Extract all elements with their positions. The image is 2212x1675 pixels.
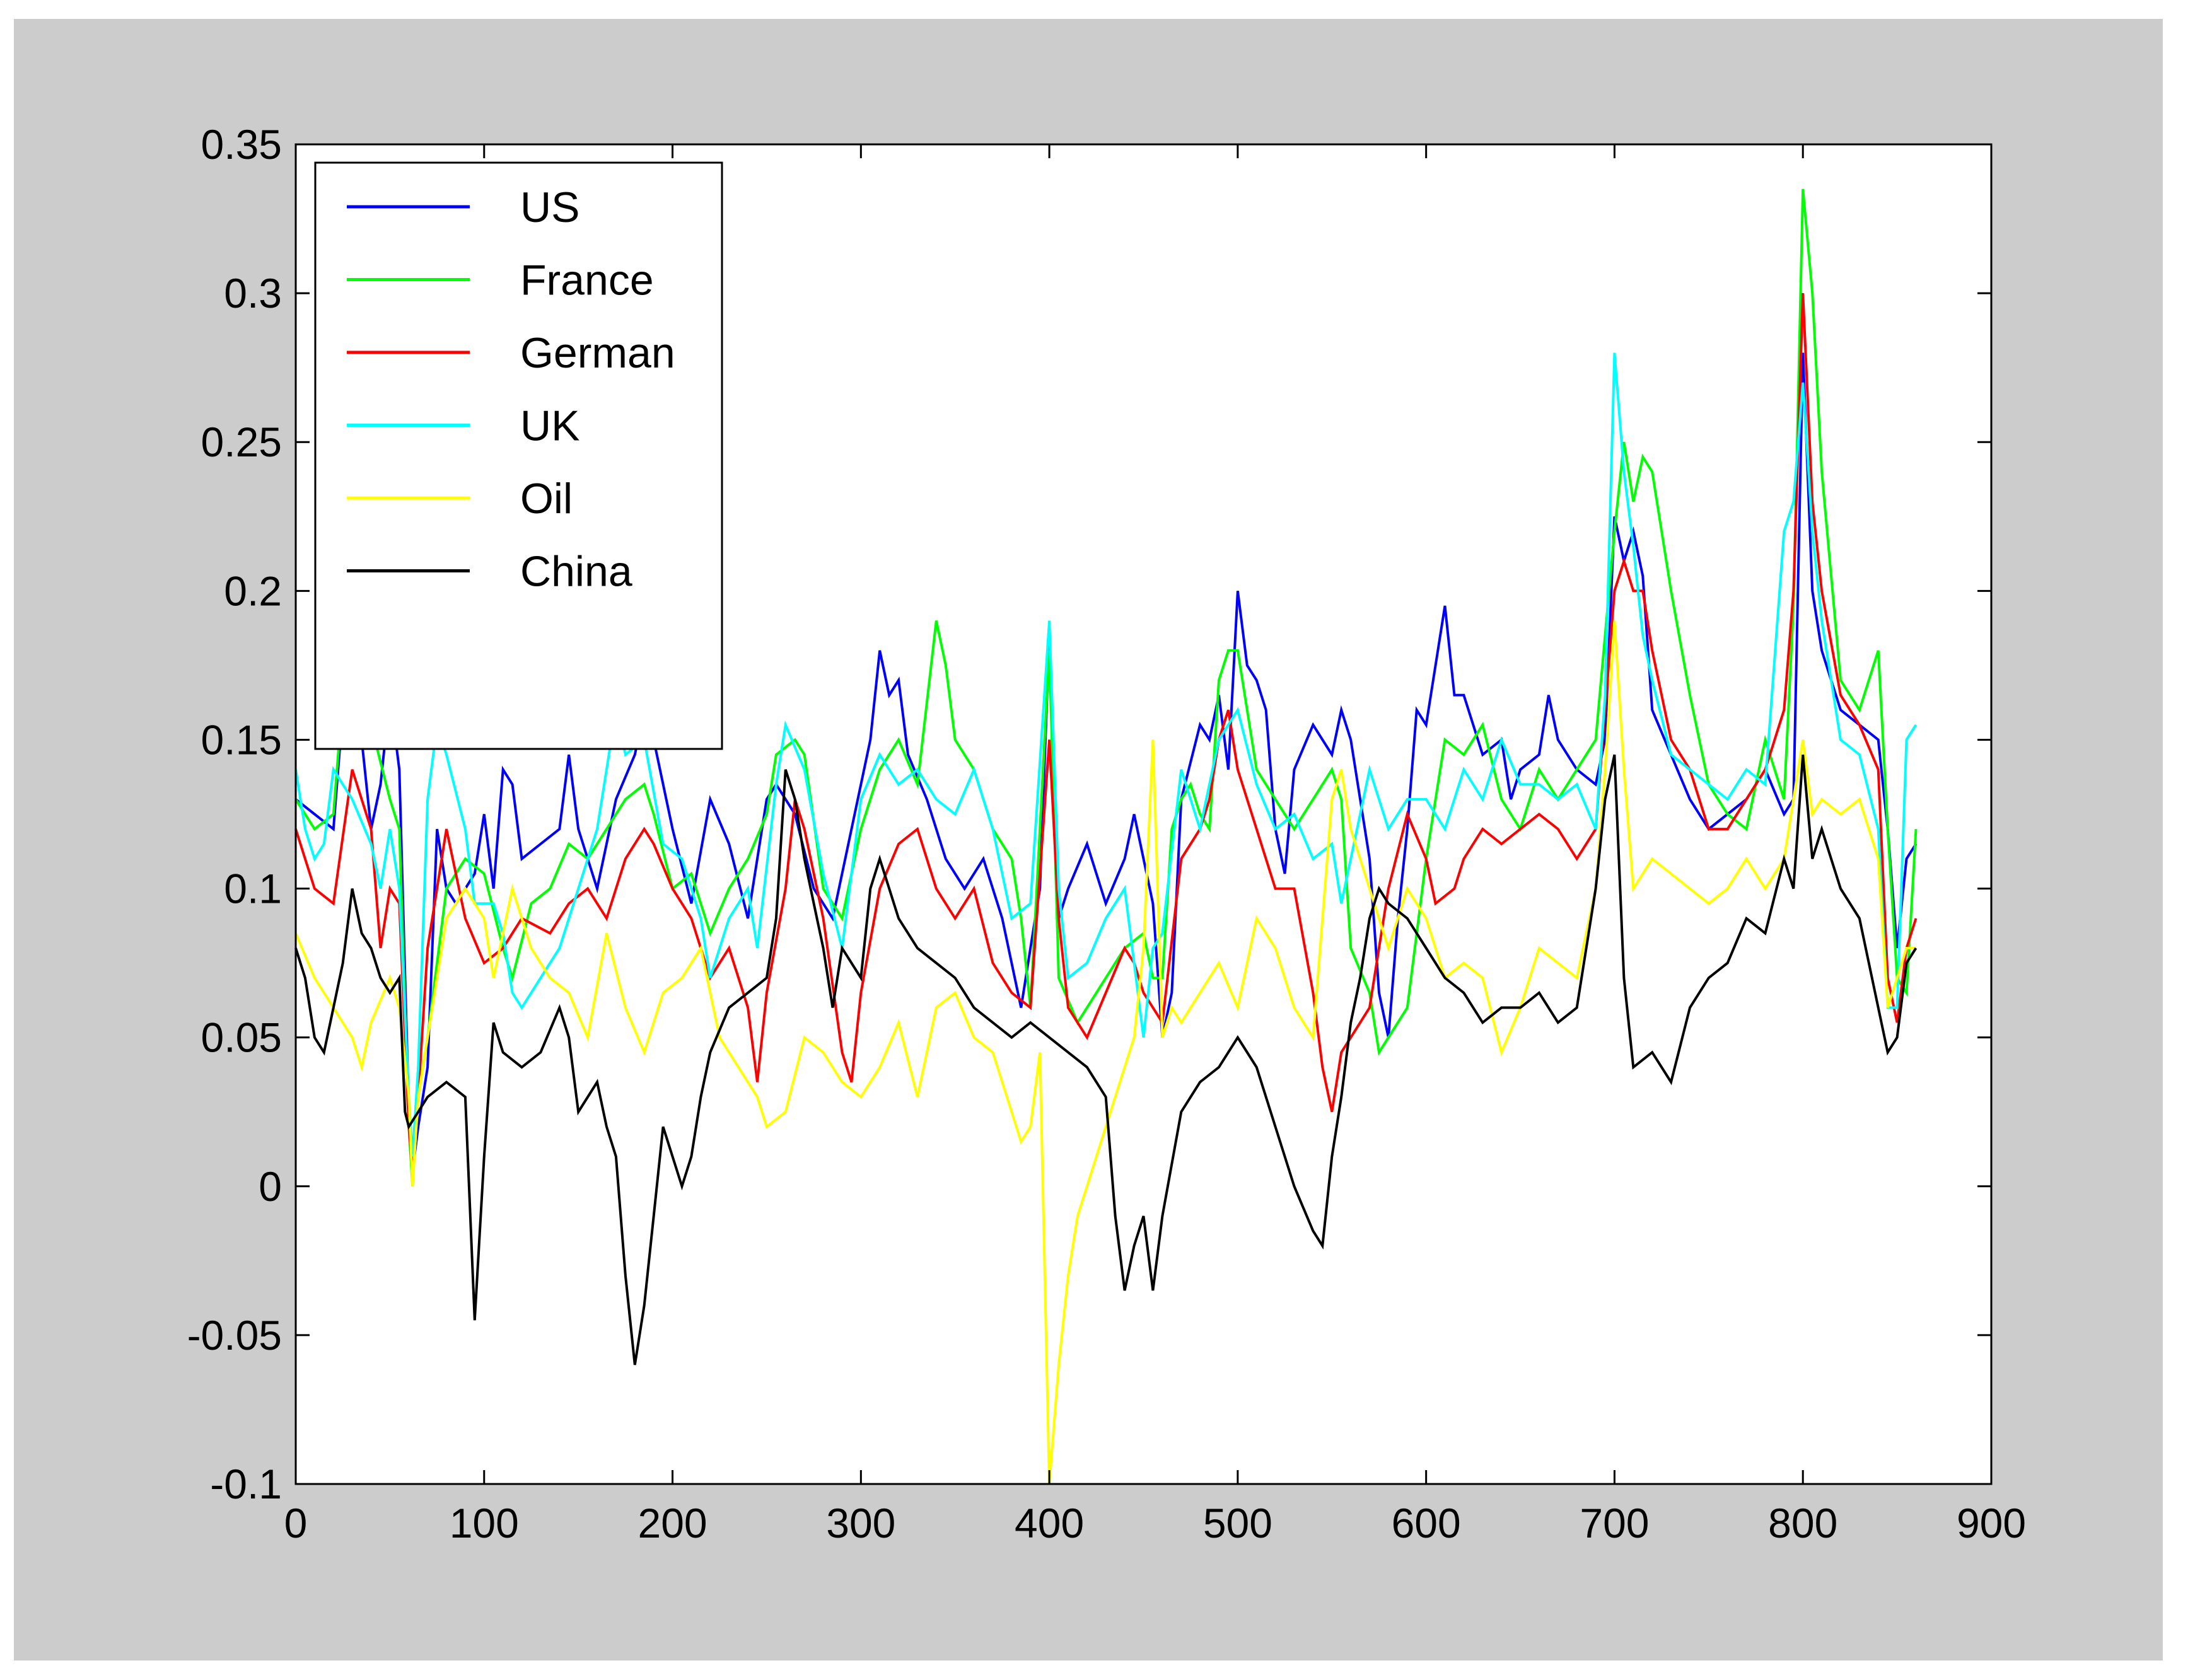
series-line-us [294, 352, 1918, 1172]
figure-window: 0 100 200 300 400 500 600 700 800 900 -0.1 -0.05 0 0.… [14, 19, 2163, 1661]
y-tick-label: 0.1 [224, 866, 282, 912]
line-chart: 0 100 200 300 400 500 600 700 800 900 -0.1 -0.05 0 0.… [187, 121, 2027, 1546]
x-tick-label: 800 [1768, 1500, 1837, 1546]
legend-label-uk: UK [520, 402, 579, 450]
x-tick-label: 400 [1015, 1500, 1084, 1546]
series-line-uk [294, 352, 1918, 1157]
legend-label-german: German [520, 329, 675, 377]
x-tick-label: 700 [1580, 1500, 1649, 1546]
y-tick-label: -0.1 [210, 1461, 282, 1507]
y-tick-label: 0.2 [224, 567, 282, 614]
series-line-china [294, 754, 1918, 1365]
legend-label-china: China [520, 548, 632, 596]
x-tick-label: 0 [284, 1500, 308, 1546]
legend-label-oil: Oil [520, 475, 573, 523]
series-line-france [294, 188, 1918, 1186]
y-tick-label: 0.3 [224, 270, 282, 316]
x-tick-label: 500 [1203, 1500, 1272, 1546]
y-tick-label: 0.35 [201, 121, 282, 168]
axis-layer: 0 100 200 300 400 500 600 700 800 900 -0.1 -0.05 0 0.… [187, 121, 2027, 1546]
x-tick-label: 200 [637, 1500, 707, 1546]
series-line-german [294, 293, 1918, 1172]
plot-frame [294, 143, 1993, 1485]
y-tick-label: 0.15 [201, 716, 282, 763]
series-line-oil [294, 620, 1916, 1485]
legend-box [314, 161, 723, 750]
x-tick-label: 900 [1957, 1500, 2026, 1546]
legend-label-france: France [520, 257, 654, 304]
y-tick-label: -0.05 [187, 1312, 282, 1359]
series-layer [294, 188, 1918, 1485]
y-tick-label: 0.25 [201, 419, 282, 465]
y-tick-label: 0 [259, 1163, 282, 1210]
x-tick-label: 300 [826, 1500, 895, 1546]
y-tick-label: 0.05 [201, 1014, 282, 1061]
x-tick-label: 100 [450, 1500, 519, 1546]
legend[interactable]: US France German UK Oil China [314, 161, 723, 750]
x-tick-label: 600 [1392, 1500, 1461, 1546]
legend-label-us: US [520, 183, 579, 231]
